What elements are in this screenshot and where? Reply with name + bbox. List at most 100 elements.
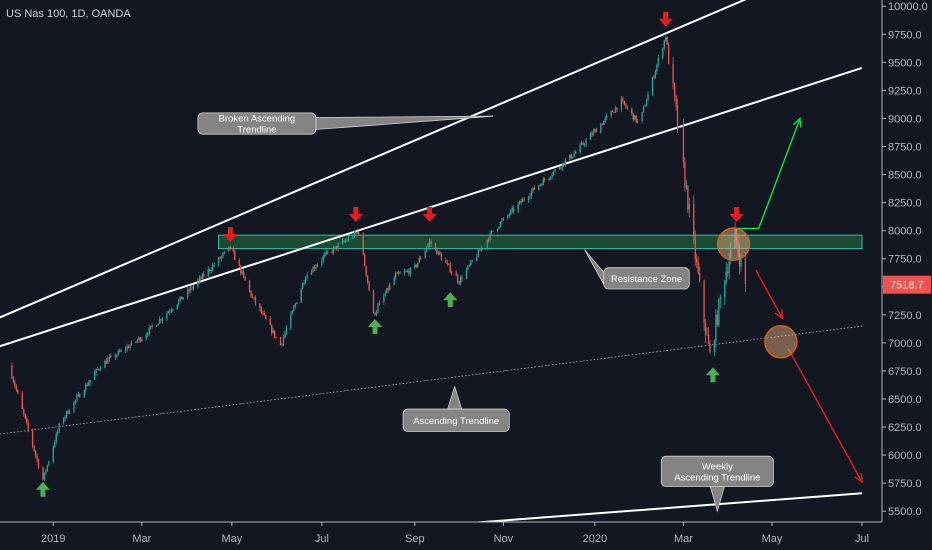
candle-body-225: [476, 256, 478, 261]
candle-body-45: [104, 360, 106, 369]
candle-body-230: [486, 239, 488, 248]
y-tick-label-12: 7000.0: [888, 338, 922, 350]
up-arrow-icon-0: [35, 481, 50, 497]
candle-body-48: [108, 356, 111, 360]
candle-body-171: [363, 254, 366, 266]
candle-body-116: [250, 290, 252, 297]
candle-body-354: [740, 258, 742, 267]
candle-body-51: [116, 354, 118, 357]
candle-body-8: [26, 418, 28, 423]
candle-body-279: [585, 139, 587, 145]
candle-body-14: [37, 459, 40, 468]
candle-body-183: [387, 288, 389, 290]
time-axis-panel: [0, 522, 932, 550]
candle-body-295: [620, 98, 623, 110]
candle-body-343: [718, 299, 720, 325]
candle-body-92: [200, 277, 202, 279]
candle-body-249: [523, 199, 525, 201]
candle-body-221: [467, 265, 469, 270]
candle-body-36: [85, 384, 87, 392]
candle-body-164: [347, 237, 350, 241]
candle-body-336: [704, 322, 707, 335]
candle-body-294: [616, 107, 618, 110]
candle-body-286: [601, 124, 603, 126]
candle-body-38: [88, 382, 90, 386]
candle-body-228: [480, 247, 482, 251]
candle-body-19: [48, 461, 50, 466]
candle-body-134: [285, 328, 288, 333]
candle-body-334: [699, 273, 701, 281]
candle-body-5: [21, 393, 23, 409]
candle-body-251: [529, 195, 531, 198]
callout-box-0: [197, 112, 317, 135]
candle-body-256: [539, 184, 541, 186]
candle-body-313: [656, 64, 658, 72]
candle-body-267: [561, 162, 564, 169]
candle-body-112: [241, 271, 243, 274]
candle-body-90: [197, 280, 199, 287]
candle-body-160: [341, 240, 344, 245]
candle-body-263: [552, 171, 555, 176]
candle-body-205: [434, 244, 437, 249]
y-tick-label-8: 8000.0: [888, 226, 922, 238]
callout-label-3-1: Ascending Trendline: [674, 472, 760, 483]
candle-body-255: [538, 185, 540, 190]
candle-body-324: [678, 126, 680, 128]
candle-body-133: [284, 332, 286, 338]
candle-body-239: [502, 217, 505, 221]
candle-body-323: [676, 106, 679, 128]
candle-body-298: [625, 104, 627, 108]
candle-body-80: [176, 304, 178, 310]
candle-body-277: [582, 142, 584, 145]
candle-body-30: [73, 401, 75, 412]
candle-body-195: [414, 264, 416, 268]
y-tick-label-1: 9750.0: [888, 29, 922, 41]
up-arrow-icon-7: [705, 367, 720, 383]
candle-body-66: [147, 334, 149, 336]
candle-body-31: [74, 400, 77, 402]
up-arrow-icon-5: [443, 292, 458, 308]
candle-body-143: [304, 278, 307, 283]
candle-body-247: [520, 201, 522, 203]
candle-body-60: [135, 341, 137, 343]
candle-body-123: [263, 313, 265, 316]
candle-body-57: [127, 346, 130, 349]
trendline-3: [478, 492, 863, 524]
candle-body-71: [157, 323, 159, 326]
candle-body-347: [727, 271, 729, 274]
candle-body-296: [622, 98, 624, 101]
candle-body-10: [31, 429, 34, 446]
candle-body-173: [366, 275, 369, 283]
resistance-zone: [218, 234, 863, 250]
candle-body-270: [569, 154, 571, 161]
candle-body-91: [198, 277, 201, 281]
candle-body-115: [248, 280, 251, 291]
candle-body-238: [501, 220, 503, 223]
candle-body-315: [662, 48, 664, 59]
candle-body-165: [352, 237, 354, 239]
candle-body-200: [424, 250, 426, 259]
candle-body-74: [161, 318, 164, 321]
candle-body-35: [83, 391, 85, 398]
candle-body-40: [93, 372, 96, 380]
candle-body-231: [487, 239, 490, 241]
x-tick-label-4: Sep: [405, 533, 425, 545]
candle-body-117: [251, 296, 254, 298]
candle-body-273: [573, 153, 575, 157]
candle-body-272: [572, 156, 574, 159]
candle-body-288: [604, 117, 606, 121]
candle-body-78: [170, 310, 172, 312]
candle-body-217: [458, 281, 460, 284]
candle-body-320: [672, 63, 674, 84]
candle-body-151: [322, 256, 325, 261]
candle-body-22: [55, 433, 57, 443]
candle-body-284: [595, 129, 598, 133]
candle-body-189: [399, 272, 401, 274]
candle-body-304: [637, 121, 639, 123]
candle-body-232: [489, 232, 491, 241]
candle-body-89: [192, 286, 195, 289]
candle-body-136: [291, 310, 294, 314]
candle-body-341: [715, 314, 717, 342]
